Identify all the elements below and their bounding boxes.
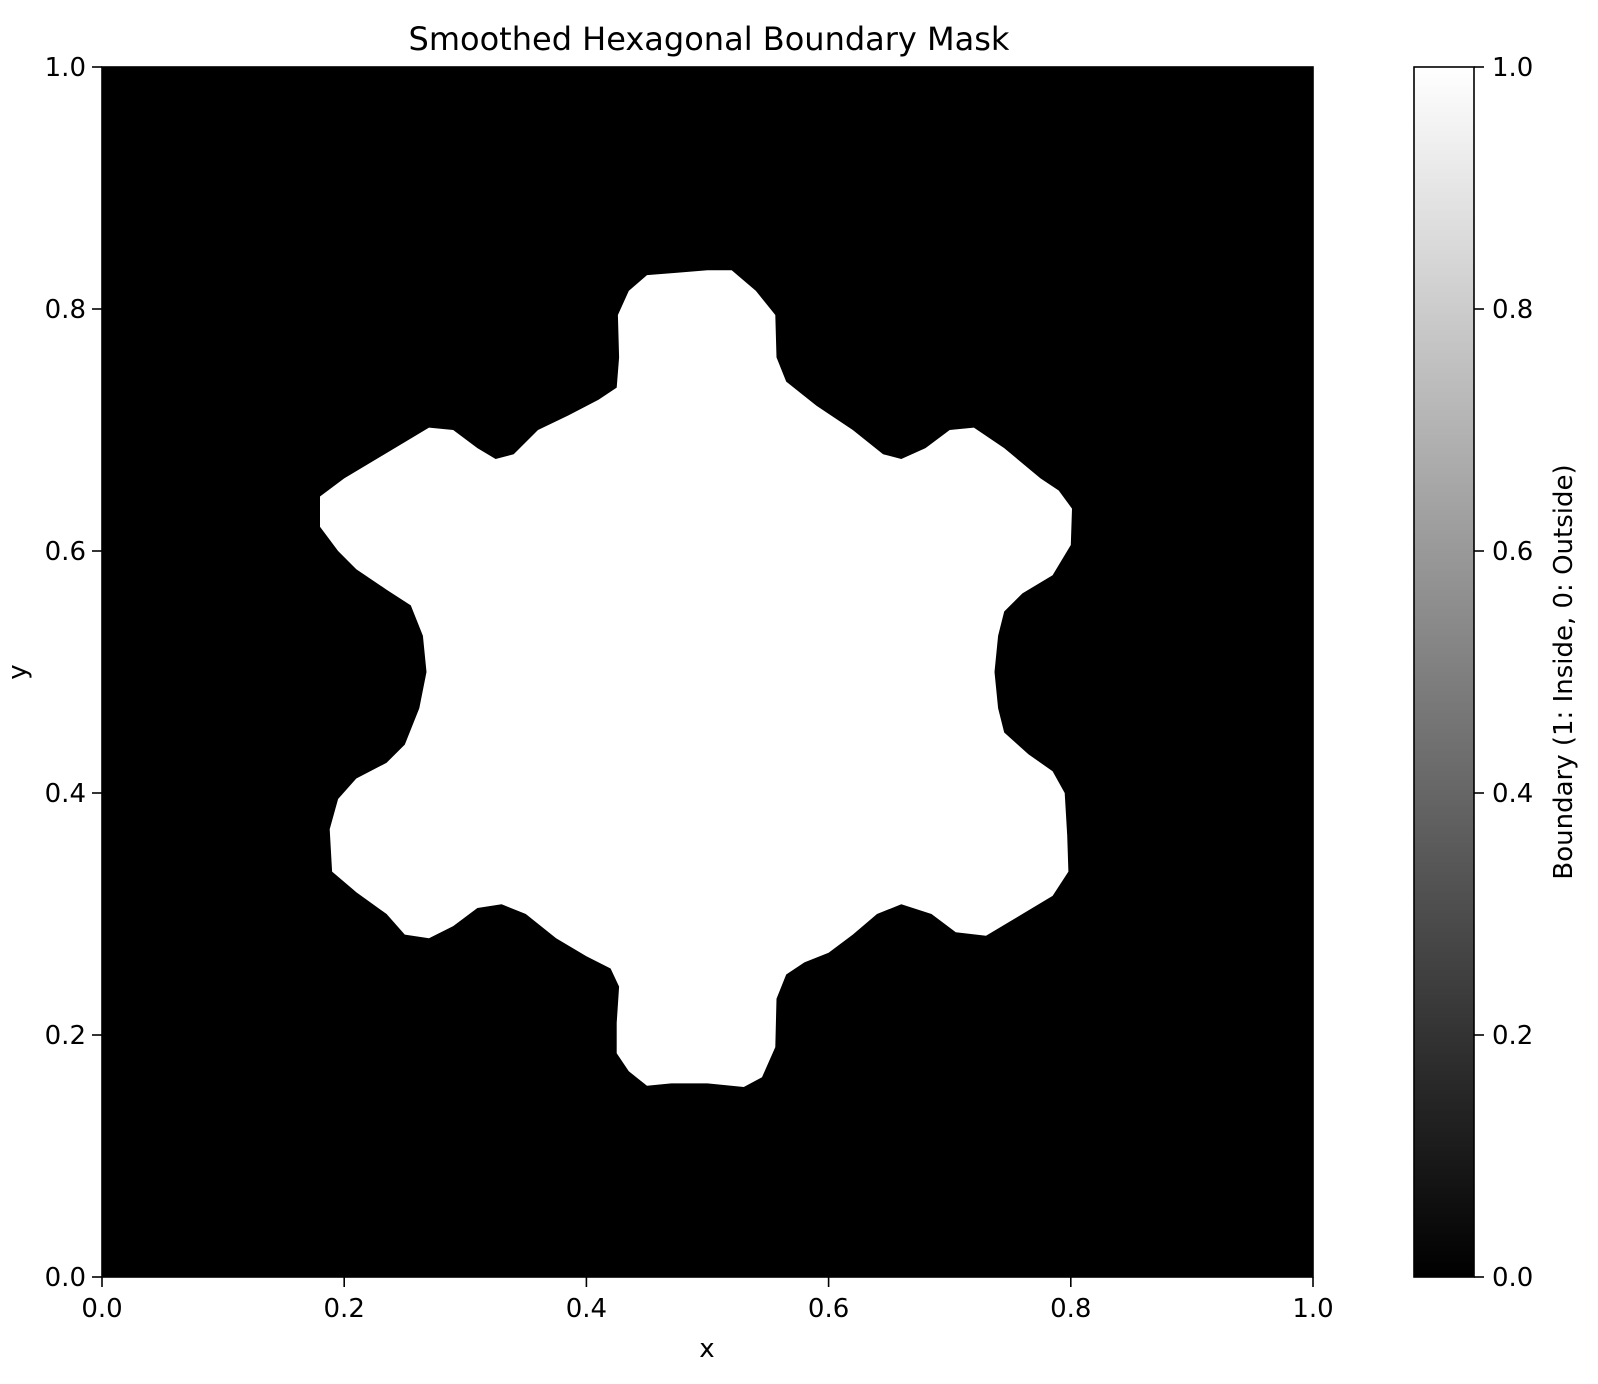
y-tick-label: 0.0: [45, 1263, 86, 1293]
plot-frame: [101, 66, 1314, 1278]
colorbar-gradient: [1413, 66, 1475, 1278]
x-tick-label: 0.2: [324, 1294, 365, 1324]
x-tick-label: 0.0: [81, 1294, 122, 1324]
x-tick-label: 0.4: [566, 1294, 607, 1324]
colorbar-tick-label: 0.6: [1492, 537, 1533, 567]
colorbar-tick-label: 1.0: [1492, 53, 1533, 83]
y-axis: 0.0 0.2 0.4 0.6 0.8 1.0: [45, 53, 102, 1293]
x-tick-label: 0.6: [808, 1294, 849, 1324]
colorbar-tick-label: 0.0: [1492, 1263, 1533, 1293]
y-tick-label: 1.0: [45, 53, 86, 83]
x-axis-label: x: [699, 1334, 714, 1364]
plot-area: [101, 66, 1314, 1278]
mask-inside-region: [320, 270, 1072, 1087]
y-axis-label: y: [3, 664, 33, 679]
y-tick-label: 0.4: [45, 779, 86, 809]
colorbar-ticks: 0.0 0.2 0.4 0.6 0.8 1.0: [1474, 53, 1533, 1293]
y-tick-label: 0.6: [45, 537, 86, 567]
x-axis: 0.0 0.2 0.4 0.6 0.8 1.0: [81, 1277, 1334, 1324]
colorbar-label: Boundary (1: Inside, 0: Outside): [1549, 464, 1579, 879]
colorbar-tick-label: 0.4: [1492, 779, 1533, 809]
y-tick-label: 0.2: [45, 1021, 86, 1051]
colorbar-tick-label: 0.2: [1492, 1021, 1533, 1051]
x-tick-label: 1.0: [1292, 1294, 1333, 1324]
chart-title: Smoothed Hexagonal Boundary Mask: [409, 20, 1010, 58]
x-tick-label: 0.8: [1050, 1294, 1091, 1324]
colorbar: 0.0 0.2 0.4 0.6 0.8 1.0 Boundary (1: Inside, …: [1413, 53, 1579, 1293]
colorbar-tick-label: 0.8: [1492, 295, 1533, 325]
y-tick-label: 0.8: [45, 295, 86, 325]
